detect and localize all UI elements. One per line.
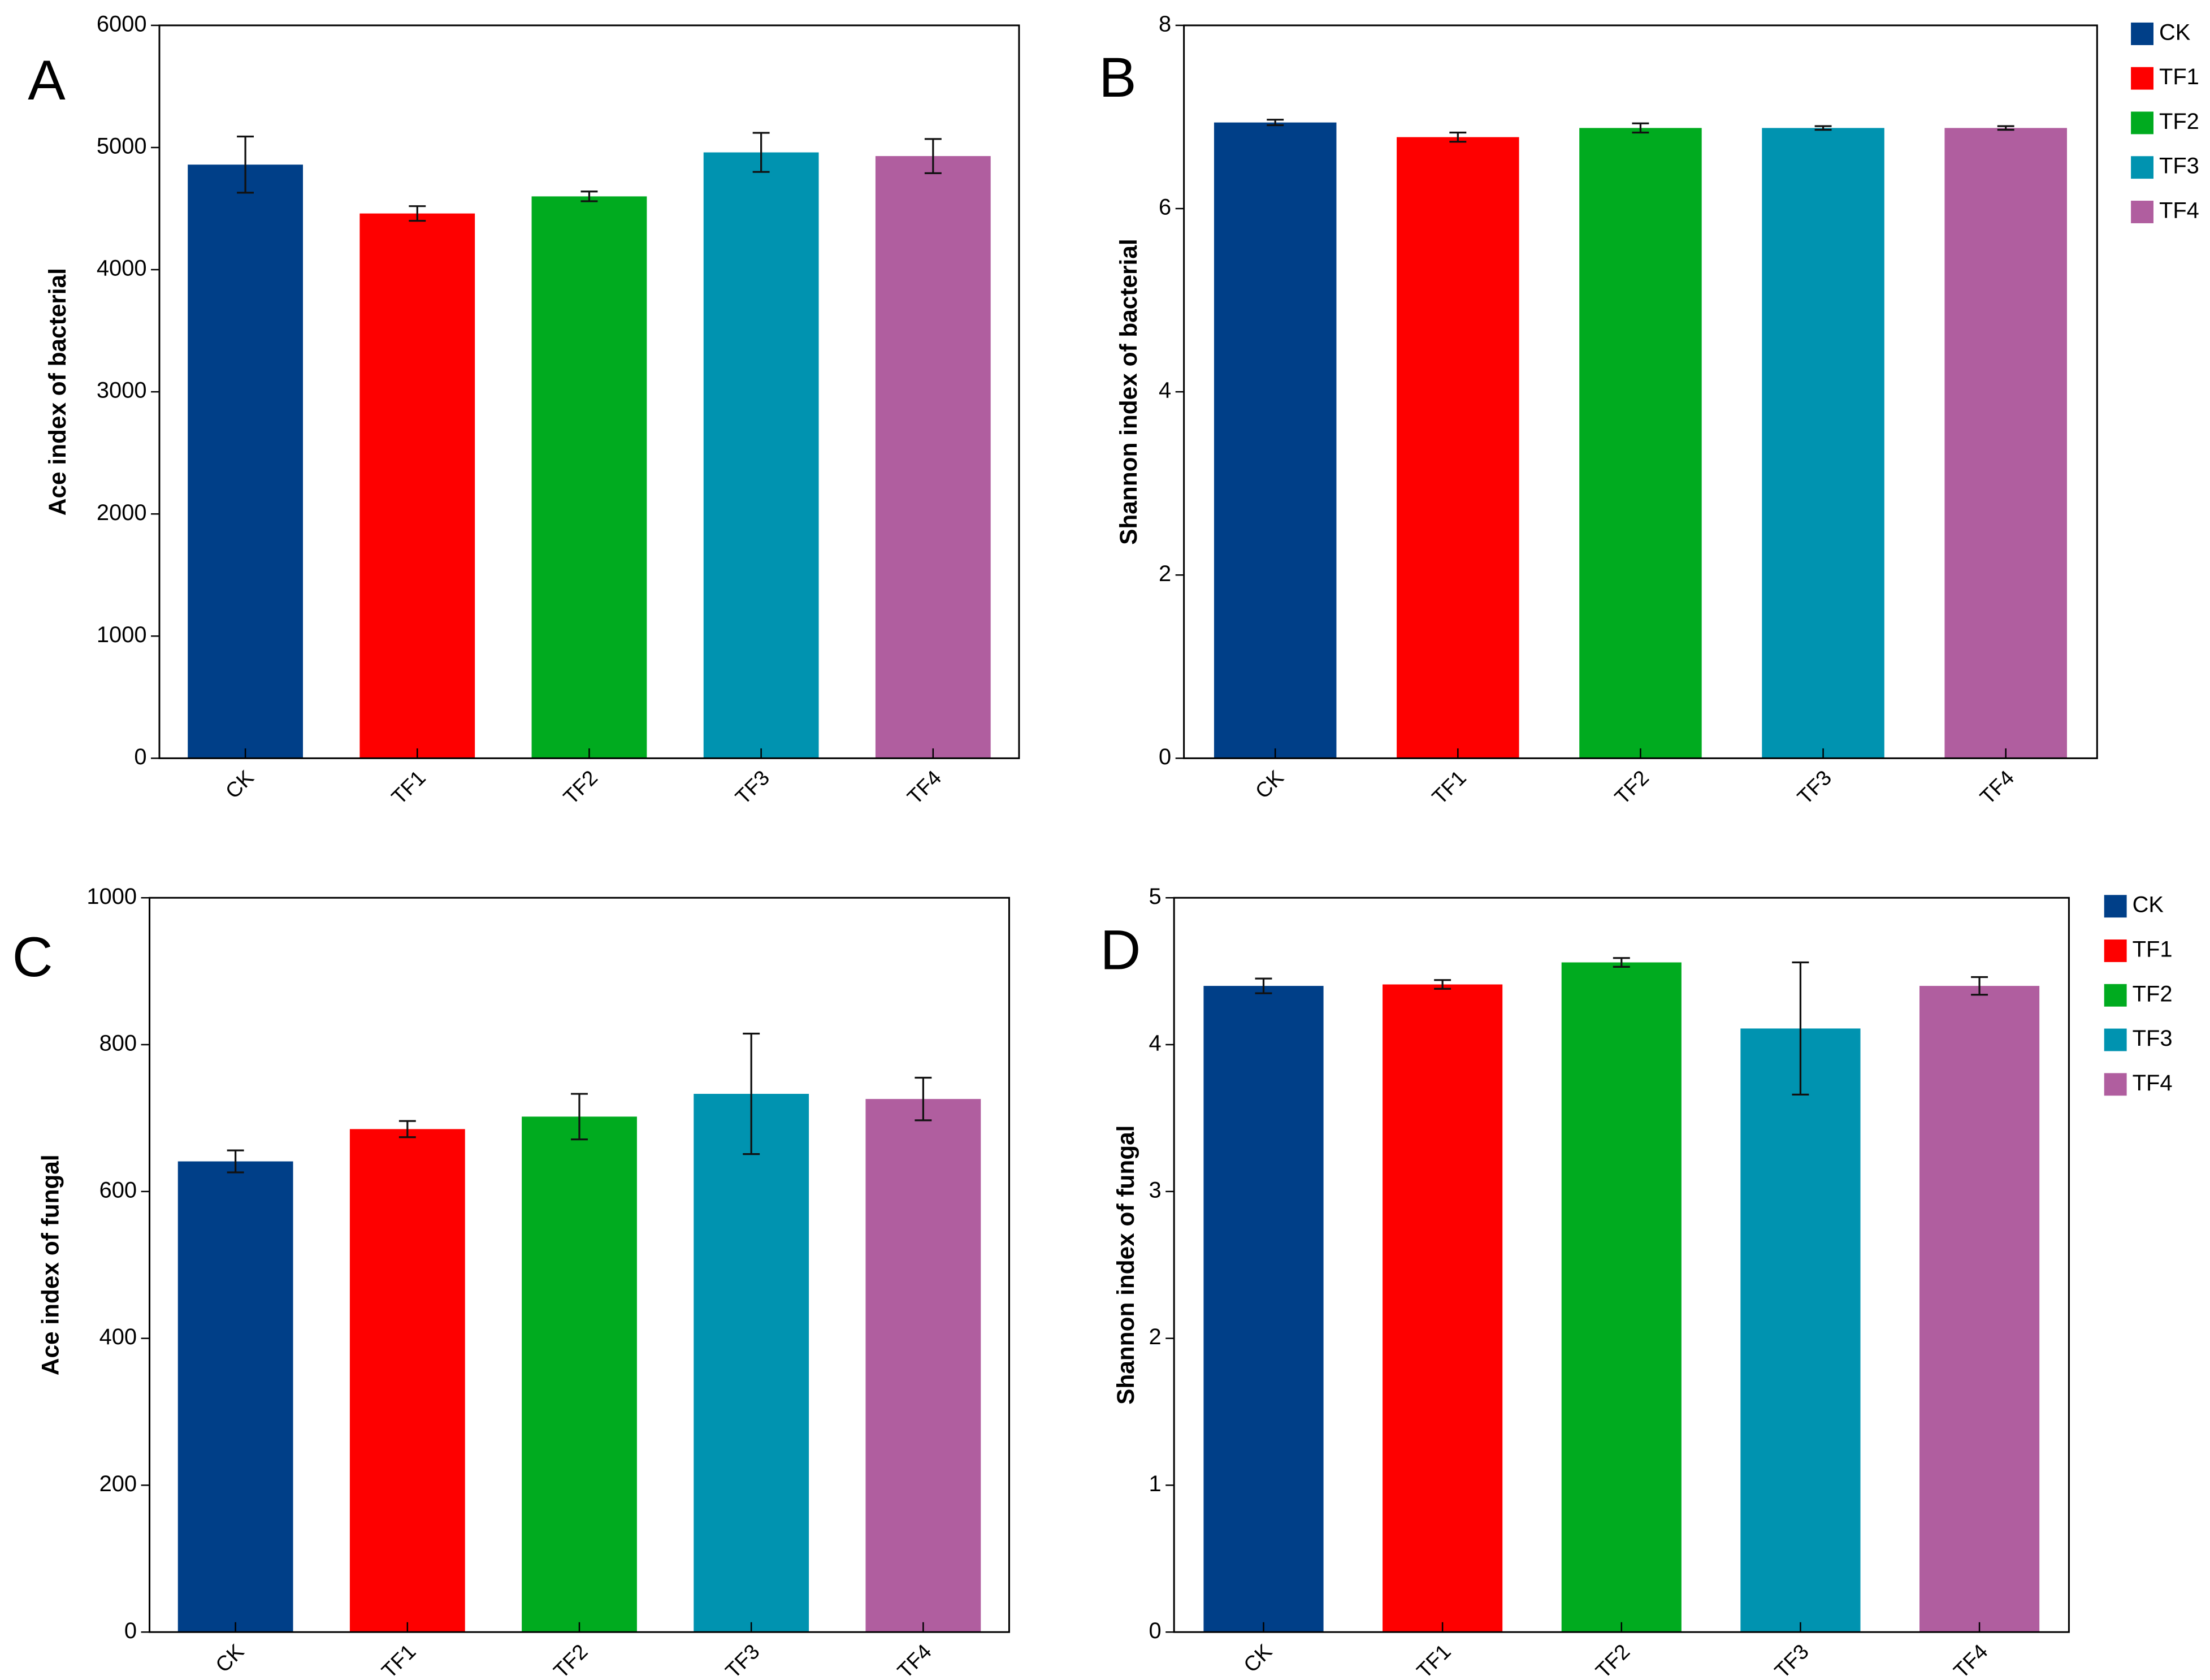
legend-label: TF3 — [2159, 154, 2199, 179]
legend-label: TF4 — [2133, 1071, 2173, 1096]
y-tick-label: 800 — [99, 1031, 137, 1056]
y-tick-label: 6000 — [97, 11, 147, 36]
panel-label: A — [28, 49, 66, 112]
bar — [522, 1116, 637, 1633]
x-tick-label: TF1 — [377, 1639, 421, 1680]
plot-frame — [158, 24, 1020, 759]
y-axis-label: Ace index of bacterial — [44, 268, 71, 516]
x-tick-label: TF2 — [558, 765, 602, 809]
x-tick-label: TF4 — [1975, 765, 2019, 809]
bar — [875, 156, 991, 759]
x-tick-label: TF1 — [1427, 765, 1471, 809]
y-tick-label: 8 — [1159, 11, 1171, 36]
y-tick-label: 200 — [99, 1471, 137, 1496]
y-tick-label: 400 — [99, 1324, 137, 1349]
legend-swatch — [2104, 939, 2127, 962]
x-tick-label: TF3 — [721, 1639, 764, 1680]
x-tick-label: TF4 — [1949, 1639, 1992, 1680]
legend-label: CK — [2159, 20, 2191, 45]
y-axis-label: Shannon index of fungal — [1112, 1125, 1139, 1405]
legend-label: TF4 — [2159, 198, 2199, 223]
y-tick-label: 0 — [134, 744, 146, 769]
bar — [349, 1129, 465, 1633]
plot-frame — [149, 897, 1010, 1633]
bar — [694, 1094, 809, 1633]
y-tick-label: 1000 — [97, 622, 147, 647]
x-tick-label: TF4 — [892, 1639, 936, 1680]
legend-label: TF1 — [2159, 64, 2199, 89]
bar — [177, 1161, 293, 1633]
bar — [1561, 962, 1682, 1633]
x-tick-label: CK — [1250, 765, 1288, 803]
y-tick-label: 0 — [1159, 744, 1171, 769]
y-tick-label: 6 — [1159, 195, 1171, 220]
legend-swatch — [2104, 895, 2127, 918]
bar — [188, 164, 303, 759]
y-tick-label: 1 — [1149, 1471, 1162, 1496]
legend-swatch — [2104, 1073, 2127, 1096]
bar — [703, 152, 819, 759]
panel-label: B — [1099, 46, 1137, 109]
legend-swatch — [2131, 67, 2154, 90]
x-tick-label: TF2 — [1610, 765, 1653, 809]
plot-frame — [1183, 24, 2098, 759]
bar — [1762, 128, 1884, 759]
y-tick-label: 2 — [1159, 561, 1171, 586]
y-tick-label: 4 — [1159, 378, 1171, 403]
panel-label: D — [1100, 919, 1141, 981]
bar — [1397, 137, 1519, 759]
legend-swatch — [2104, 1028, 2127, 1051]
x-tick-label: CK — [1239, 1639, 1276, 1677]
x-tick-label: TF3 — [1793, 765, 1836, 809]
legend-label: TF2 — [2133, 981, 2173, 1006]
bar — [1919, 986, 2040, 1633]
legend-swatch — [2131, 201, 2154, 223]
x-tick-label: TF4 — [903, 765, 946, 809]
y-tick-label: 4 — [1149, 1031, 1162, 1056]
plot-frame — [1173, 897, 2070, 1633]
bar — [1203, 986, 1324, 1633]
x-tick-label: TF2 — [549, 1639, 592, 1680]
legend-swatch — [2131, 111, 2154, 135]
x-tick-label: TF3 — [731, 765, 774, 809]
bar — [1383, 984, 1503, 1633]
y-tick-label: 3000 — [97, 378, 147, 403]
x-tick-label: TF1 — [1412, 1639, 1455, 1680]
legend-swatch — [2131, 22, 2154, 45]
legend-swatch — [2131, 156, 2154, 179]
panel-label: C — [12, 926, 53, 989]
x-tick-label: CK — [220, 765, 258, 803]
y-tick-label: 1000 — [86, 884, 137, 909]
bar — [1579, 128, 1702, 759]
y-tick-label: 4000 — [97, 256, 147, 281]
bar — [865, 1099, 981, 1633]
y-tick-label: 3 — [1149, 1177, 1162, 1202]
y-tick-label: 0 — [1149, 1618, 1162, 1643]
y-tick-label: 600 — [99, 1177, 137, 1202]
x-tick-label: TF3 — [1770, 1639, 1813, 1680]
legend-label: TF2 — [2159, 109, 2199, 134]
y-axis-label: Ace index of fungal — [37, 1154, 64, 1375]
x-tick-label: TF1 — [387, 765, 430, 809]
y-axis-label: Shannon index of bacterial — [1115, 239, 1142, 545]
legend-swatch — [2104, 984, 2127, 1007]
x-tick-label: TF2 — [1591, 1639, 1635, 1680]
bar — [1740, 1028, 1861, 1633]
bar — [1214, 122, 1337, 759]
y-tick-label: 2000 — [97, 500, 147, 525]
y-tick-label: 5 — [1149, 884, 1162, 909]
legend-label: TF3 — [2133, 1026, 2173, 1051]
y-tick-label: 0 — [124, 1618, 137, 1643]
x-tick-label: CK — [211, 1639, 248, 1677]
bar — [1944, 128, 2067, 759]
legend-label: TF1 — [2133, 937, 2173, 962]
legend-label: CK — [2133, 893, 2164, 917]
y-tick-label: 2 — [1149, 1324, 1162, 1349]
bar — [359, 213, 475, 759]
y-tick-label: 5000 — [97, 133, 147, 158]
bar — [531, 196, 647, 759]
